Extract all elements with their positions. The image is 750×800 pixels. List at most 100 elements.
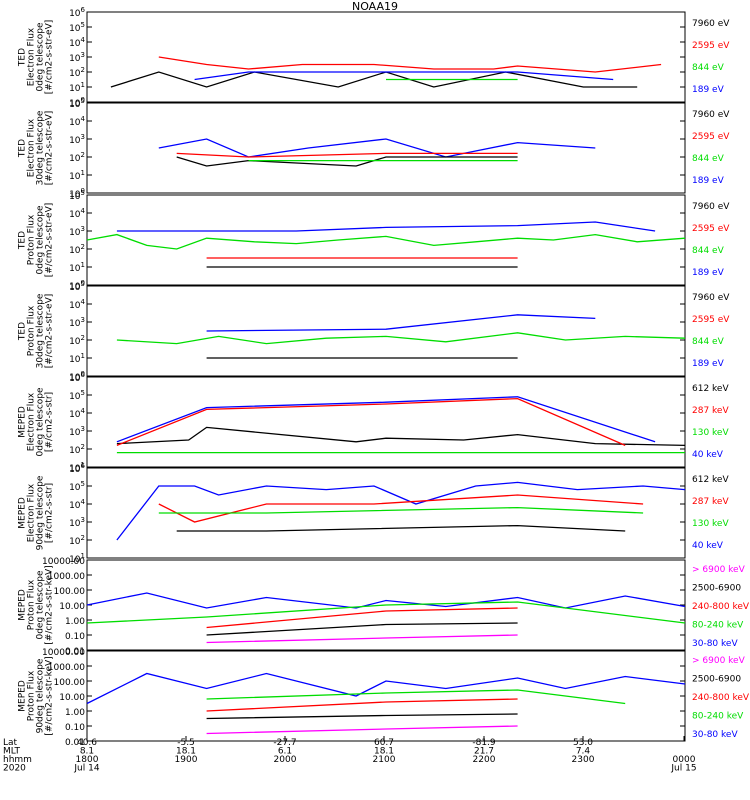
y-tick-label: 1000.00: [48, 572, 85, 582]
y-tick-label: 103: [69, 225, 85, 238]
y-tick-label: 103: [69, 425, 85, 438]
time-row-label: 2020: [3, 764, 26, 774]
legend-entry: 2500-6900: [692, 675, 741, 685]
y-tick-label: 105: [69, 189, 85, 202]
time-row-label: Lat: [3, 738, 18, 748]
y-tick-label: 105: [69, 389, 85, 402]
legend-entry: 189 eV: [692, 268, 725, 278]
y-tick-label: 102: [69, 534, 85, 547]
y-axis-label: MEPEDElectron Flux0deg telescope[#/cm2-s…: [18, 387, 55, 457]
time-axis-value: 40.6: [77, 738, 97, 748]
time-axis-value: 1800: [76, 755, 99, 765]
series-line: [206, 689, 626, 705]
y-tick-label: 102: [69, 443, 85, 456]
y-tick-label: 106: [69, 462, 85, 475]
y-tick-label: 101: [69, 352, 85, 365]
time-axis-value: 21.7: [474, 747, 494, 757]
legend-entry: 30-80 keV: [692, 639, 738, 649]
series-line: [206, 314, 596, 332]
legend-entry: 7960 eV: [692, 110, 730, 120]
series-line: [158, 494, 644, 523]
series-line: [86, 601, 686, 624]
series-line: [158, 138, 596, 158]
legend-entry: 7960 eV: [692, 293, 730, 303]
legend-entry: 240-800 keV: [692, 602, 750, 612]
time-axis-value: 2100: [373, 755, 396, 765]
y-tick-label: 105: [69, 280, 85, 293]
y-tick-label: 101: [69, 169, 85, 182]
time-axis-value: 18.1: [176, 747, 196, 757]
y-tick-label: 100.00: [54, 678, 86, 688]
series-line: [206, 634, 518, 644]
series-line: [206, 698, 518, 712]
legend-entry: 30-80 keV: [692, 730, 738, 740]
y-tick-label: 101: [69, 81, 85, 94]
legend-entry: 40 keV: [692, 541, 724, 551]
series-line: [158, 506, 644, 514]
series-line: [206, 713, 518, 720]
legend-entry: 189 eV: [692, 176, 725, 186]
y-tick-label: 10000.00: [42, 557, 85, 567]
y-axis-label: MEPEDProton Flux90deg telescope[#/cm2-s-…: [18, 656, 55, 735]
y-tick-label: 101: [69, 461, 85, 474]
y-tick-label: 105: [69, 21, 85, 34]
legend-entry: 7960 eV: [692, 19, 730, 29]
legend-entry: 189 eV: [692, 359, 725, 369]
y-tick-label: 103: [69, 516, 85, 529]
y-tick-label: 101: [69, 552, 85, 565]
legend-entry: 2595 eV: [692, 224, 730, 234]
series-line: [116, 481, 686, 541]
time-axis-value: 60.7: [374, 738, 394, 748]
series-line: [86, 592, 686, 609]
legend-entry: 189 eV: [692, 85, 725, 95]
page-title: NOAA19: [351, 0, 399, 13]
y-tick-label: 10.00: [59, 602, 85, 612]
y-tick-label: 103: [69, 51, 85, 64]
legend-entry: 287 keV: [692, 406, 729, 416]
time-axis-value: 6.1: [278, 747, 292, 757]
time-axis-value: -27.7: [273, 738, 296, 748]
series-line: [176, 156, 518, 167]
legend-entry: 612 keV: [692, 384, 729, 394]
y-tick-label: 1.00: [65, 708, 85, 718]
panel-frame: [86, 650, 686, 742]
y-axis-label: TEDElectron Flux30deg telescope[#/cm2-s-…: [18, 110, 55, 185]
series-line: [206, 622, 518, 636]
y-tick-label: 106: [69, 6, 85, 19]
legend-entry: 612 keV: [692, 475, 729, 485]
panel-frame: [86, 11, 686, 103]
time-row-label: hhmm: [3, 755, 32, 765]
y-tick-label: 105: [69, 480, 85, 493]
time-row-label: MLT: [3, 747, 21, 757]
y-tick-label: 105: [69, 97, 85, 110]
panel-frame: [86, 376, 686, 468]
y-tick-label: 0.01: [65, 738, 85, 748]
y-tick-label: 104: [69, 36, 85, 49]
y-tick-label: 102: [69, 334, 85, 347]
y-tick-label: 100: [69, 279, 85, 292]
panel-frame: [86, 102, 686, 194]
legend-entry: 130 keV: [692, 428, 729, 438]
y-tick-label: 104: [69, 407, 85, 420]
y-tick-label: 103: [69, 316, 85, 329]
time-axis-value: Jul 14: [73, 764, 99, 774]
y-tick-label: 100: [69, 370, 85, 383]
y-axis-label: MEPEDElectron Flux90deg telescope[#/cm2-…: [18, 475, 55, 550]
legend-entry: 844 eV: [692, 246, 725, 256]
series-line: [116, 221, 656, 232]
legend-entry: 844 eV: [692, 337, 725, 347]
time-axis-value: 8.1: [80, 747, 94, 757]
time-axis-value: 7.4: [576, 747, 591, 757]
series-line: [206, 725, 518, 735]
time-axis-value: 2300: [572, 755, 595, 765]
series-line: [86, 233, 686, 250]
y-tick-label: 0.10: [65, 723, 85, 733]
legend-entry: 2500-6900: [692, 584, 741, 594]
series-line: [116, 426, 686, 447]
y-tick-label: 10000.00: [42, 648, 85, 658]
time-axis-value: Jul 15: [670, 764, 696, 774]
legend-entry: 844 eV: [692, 63, 725, 73]
y-tick-label: 100: [69, 187, 85, 200]
legend-entry: 7960 eV: [692, 202, 730, 212]
y-axis-label: TEDProton Flux30deg telescope[#/cm2-s-st…: [18, 293, 55, 368]
